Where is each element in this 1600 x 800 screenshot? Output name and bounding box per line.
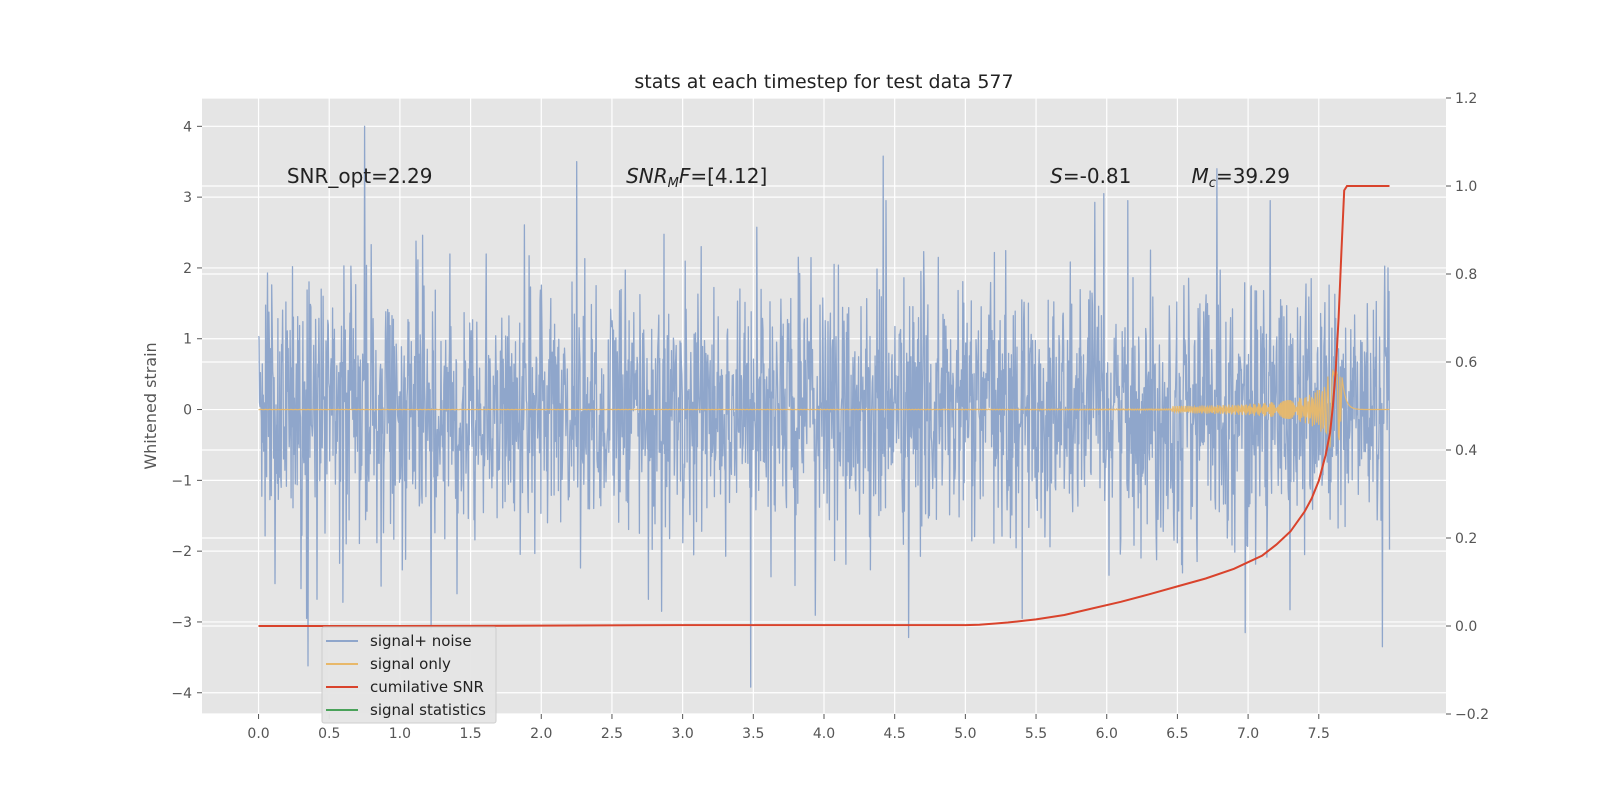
x-tick-label: 5.0 [954, 726, 976, 742]
snr-opt-annotation-part: SNR_opt=2.29 [287, 164, 433, 188]
legend: signal+ noise signal only cumilative SNR si… [321, 626, 497, 724]
chirp-mass-annotation-part: M [1192, 164, 1209, 188]
y2-tick-label: 1.0 [1455, 179, 1477, 195]
y-tick-label: 4 [183, 119, 192, 135]
x-tick-label: 5.5 [1025, 726, 1047, 742]
legend-entry: signal only [370, 655, 451, 673]
chirp-mass-annotation-part: =39.29 [1216, 164, 1290, 188]
skew-annotation: S=-0.81 [1050, 164, 1131, 188]
signal-only-line [258, 368, 1390, 448]
y2-tick-label: 1.2 [1455, 91, 1477, 107]
legend-entry: signal+ noise [370, 632, 472, 650]
y2-tick-label: 0.0 [1455, 619, 1477, 635]
y-tick-label: −2 [171, 544, 192, 560]
x-tick-label: 1.5 [459, 726, 481, 742]
series-layer [257, 125, 1391, 688]
cumulative-snr-line [258, 185, 1390, 627]
x-tick-label: 0.5 [318, 726, 340, 742]
y2-tick-label: −0.2 [1455, 707, 1489, 723]
x-tick-label: 4.0 [813, 726, 835, 742]
snr-mf-annotation-part: M [668, 176, 679, 191]
chirp-mass-annotation-part: c [1209, 176, 1216, 191]
snr-mf-annotation-part: F [679, 164, 691, 188]
axes-layer: 0.0 0.5 1.0 1.5 2.0 2.5 3.0 3.5 4.0 4.5 5.0 5.5 6.0 6… [171, 91, 1489, 742]
snr-mf-annotation-part: SNR [626, 164, 668, 188]
annotations: SNR_opt=2.29 SNRMF=[4.12] S=-0.81 Mc=39.29 [287, 164, 1290, 191]
y-tick-label: −1 [171, 473, 192, 489]
legend-frame [321, 626, 497, 724]
signal-noise-line [257, 125, 1391, 688]
skew-annotation-part: =-0.81 [1063, 164, 1132, 188]
y2-tick-label: 0.6 [1455, 355, 1477, 371]
y-tick-label: 1 [183, 332, 192, 348]
y-tick-label: 0 [183, 403, 192, 419]
snr-mf-annotation-part: =[4.12] [690, 164, 767, 188]
x-tick-label: 7.0 [1237, 726, 1259, 742]
y-axis-label: Whitened strain [141, 342, 160, 469]
snr-mf-annotation: SNRMF=[4.12] [626, 164, 767, 191]
y-tick-label: 3 [183, 190, 192, 206]
x-tick-label: 6.0 [1096, 726, 1118, 742]
legend-entry: cumilative SNR [370, 678, 484, 696]
y2-tick-label: 0.8 [1455, 267, 1477, 283]
legend-entry: signal statistics [370, 701, 486, 719]
x-tick-label: 2.5 [601, 726, 623, 742]
x-tick-label: 1.0 [389, 726, 411, 742]
x-tick-label: 6.5 [1166, 726, 1188, 742]
x-tick-label: 3.0 [672, 726, 694, 742]
chirp-mass-annotation: Mc=39.29 [1192, 164, 1290, 191]
skew-annotation-part: S [1050, 164, 1063, 188]
x-tick-label: 7.5 [1308, 726, 1330, 742]
y2-tick-label: 0.2 [1455, 531, 1477, 547]
y-tick-label: −3 [171, 615, 192, 631]
x-tick-label: 2.0 [530, 726, 552, 742]
y2-tick-label: 0.4 [1455, 443, 1477, 459]
grid [202, 97, 1446, 715]
snr-opt-annotation: SNR_opt=2.29 [287, 164, 433, 188]
chart-title: stats at each timestep for test data 577 [634, 71, 1013, 93]
x-tick-label: 0.0 [247, 726, 269, 742]
y-tick-label: −4 [171, 686, 192, 702]
x-tick-label: 4.5 [884, 726, 906, 742]
y-tick-label: 2 [183, 261, 192, 277]
x-tick-label: 3.5 [742, 726, 764, 742]
